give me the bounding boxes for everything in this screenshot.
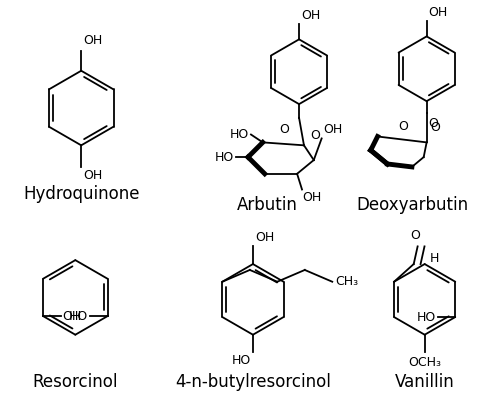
Text: Vanillin: Vanillin xyxy=(395,373,454,391)
Text: HO: HO xyxy=(232,354,251,367)
Text: OH: OH xyxy=(83,169,102,182)
Text: O: O xyxy=(428,117,438,130)
Text: O: O xyxy=(398,119,408,133)
Text: O: O xyxy=(280,122,289,136)
Text: Arbutin: Arbutin xyxy=(237,196,298,214)
Text: 4-n-butylresorcinol: 4-n-butylresorcinol xyxy=(175,373,331,391)
Text: OH: OH xyxy=(83,34,102,47)
Text: OH: OH xyxy=(301,9,320,22)
Text: OH: OH xyxy=(62,310,82,322)
Text: OH: OH xyxy=(255,231,274,245)
Text: Resorcinol: Resorcinol xyxy=(32,373,118,391)
Text: O: O xyxy=(410,230,420,243)
Text: HO: HO xyxy=(416,311,436,324)
Text: O: O xyxy=(310,129,320,142)
Text: OH: OH xyxy=(428,6,448,19)
Text: HO: HO xyxy=(215,151,234,163)
Text: OCH₃: OCH₃ xyxy=(408,357,441,369)
Text: O: O xyxy=(430,121,440,134)
Text: OH: OH xyxy=(324,124,343,136)
Text: Hydroquinone: Hydroquinone xyxy=(23,185,140,203)
Text: HO: HO xyxy=(230,128,249,141)
Text: CH₃: CH₃ xyxy=(335,275,358,288)
Text: H: H xyxy=(430,252,439,265)
Text: HO: HO xyxy=(68,310,88,322)
Text: OH: OH xyxy=(302,191,322,204)
Text: Deoxyarbutin: Deoxyarbutin xyxy=(357,196,469,214)
